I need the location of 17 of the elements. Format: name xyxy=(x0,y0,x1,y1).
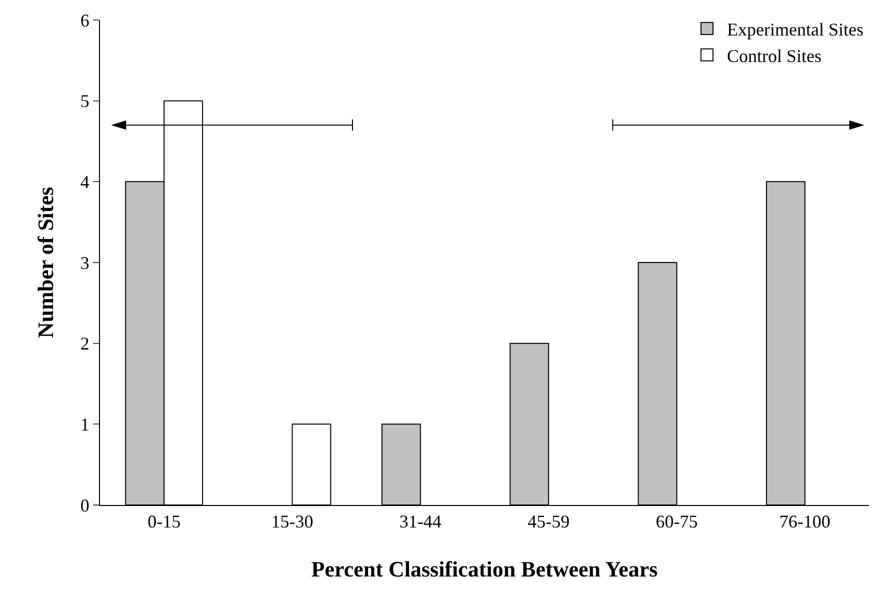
x-tick-label: 31-44 xyxy=(399,512,442,532)
legend-label: Control Sites xyxy=(727,46,822,66)
y-tick-label: 0 xyxy=(80,495,90,516)
y-tick-label: 4 xyxy=(80,172,90,192)
x-tick-label: 76-100 xyxy=(779,512,830,532)
x-axis-title: Percent Classification Between Years xyxy=(311,556,658,582)
x-tick-label: 15-30 xyxy=(271,512,314,532)
x-tick-label: 60-75 xyxy=(656,512,698,532)
y-tick-label: 1 xyxy=(80,414,90,434)
y-tick-label: 6 xyxy=(80,10,90,30)
x-tick-label: 0-15 xyxy=(148,512,181,532)
y-tick-label: 3 xyxy=(80,252,90,273)
y-tick-label: 5 xyxy=(80,91,90,112)
x-tick-label: 45-59 xyxy=(528,512,570,532)
y-tick-label: 2 xyxy=(80,334,90,354)
y-axis-title: Number of Sites xyxy=(33,186,58,338)
legend-label: Experimental Sites xyxy=(727,20,864,40)
